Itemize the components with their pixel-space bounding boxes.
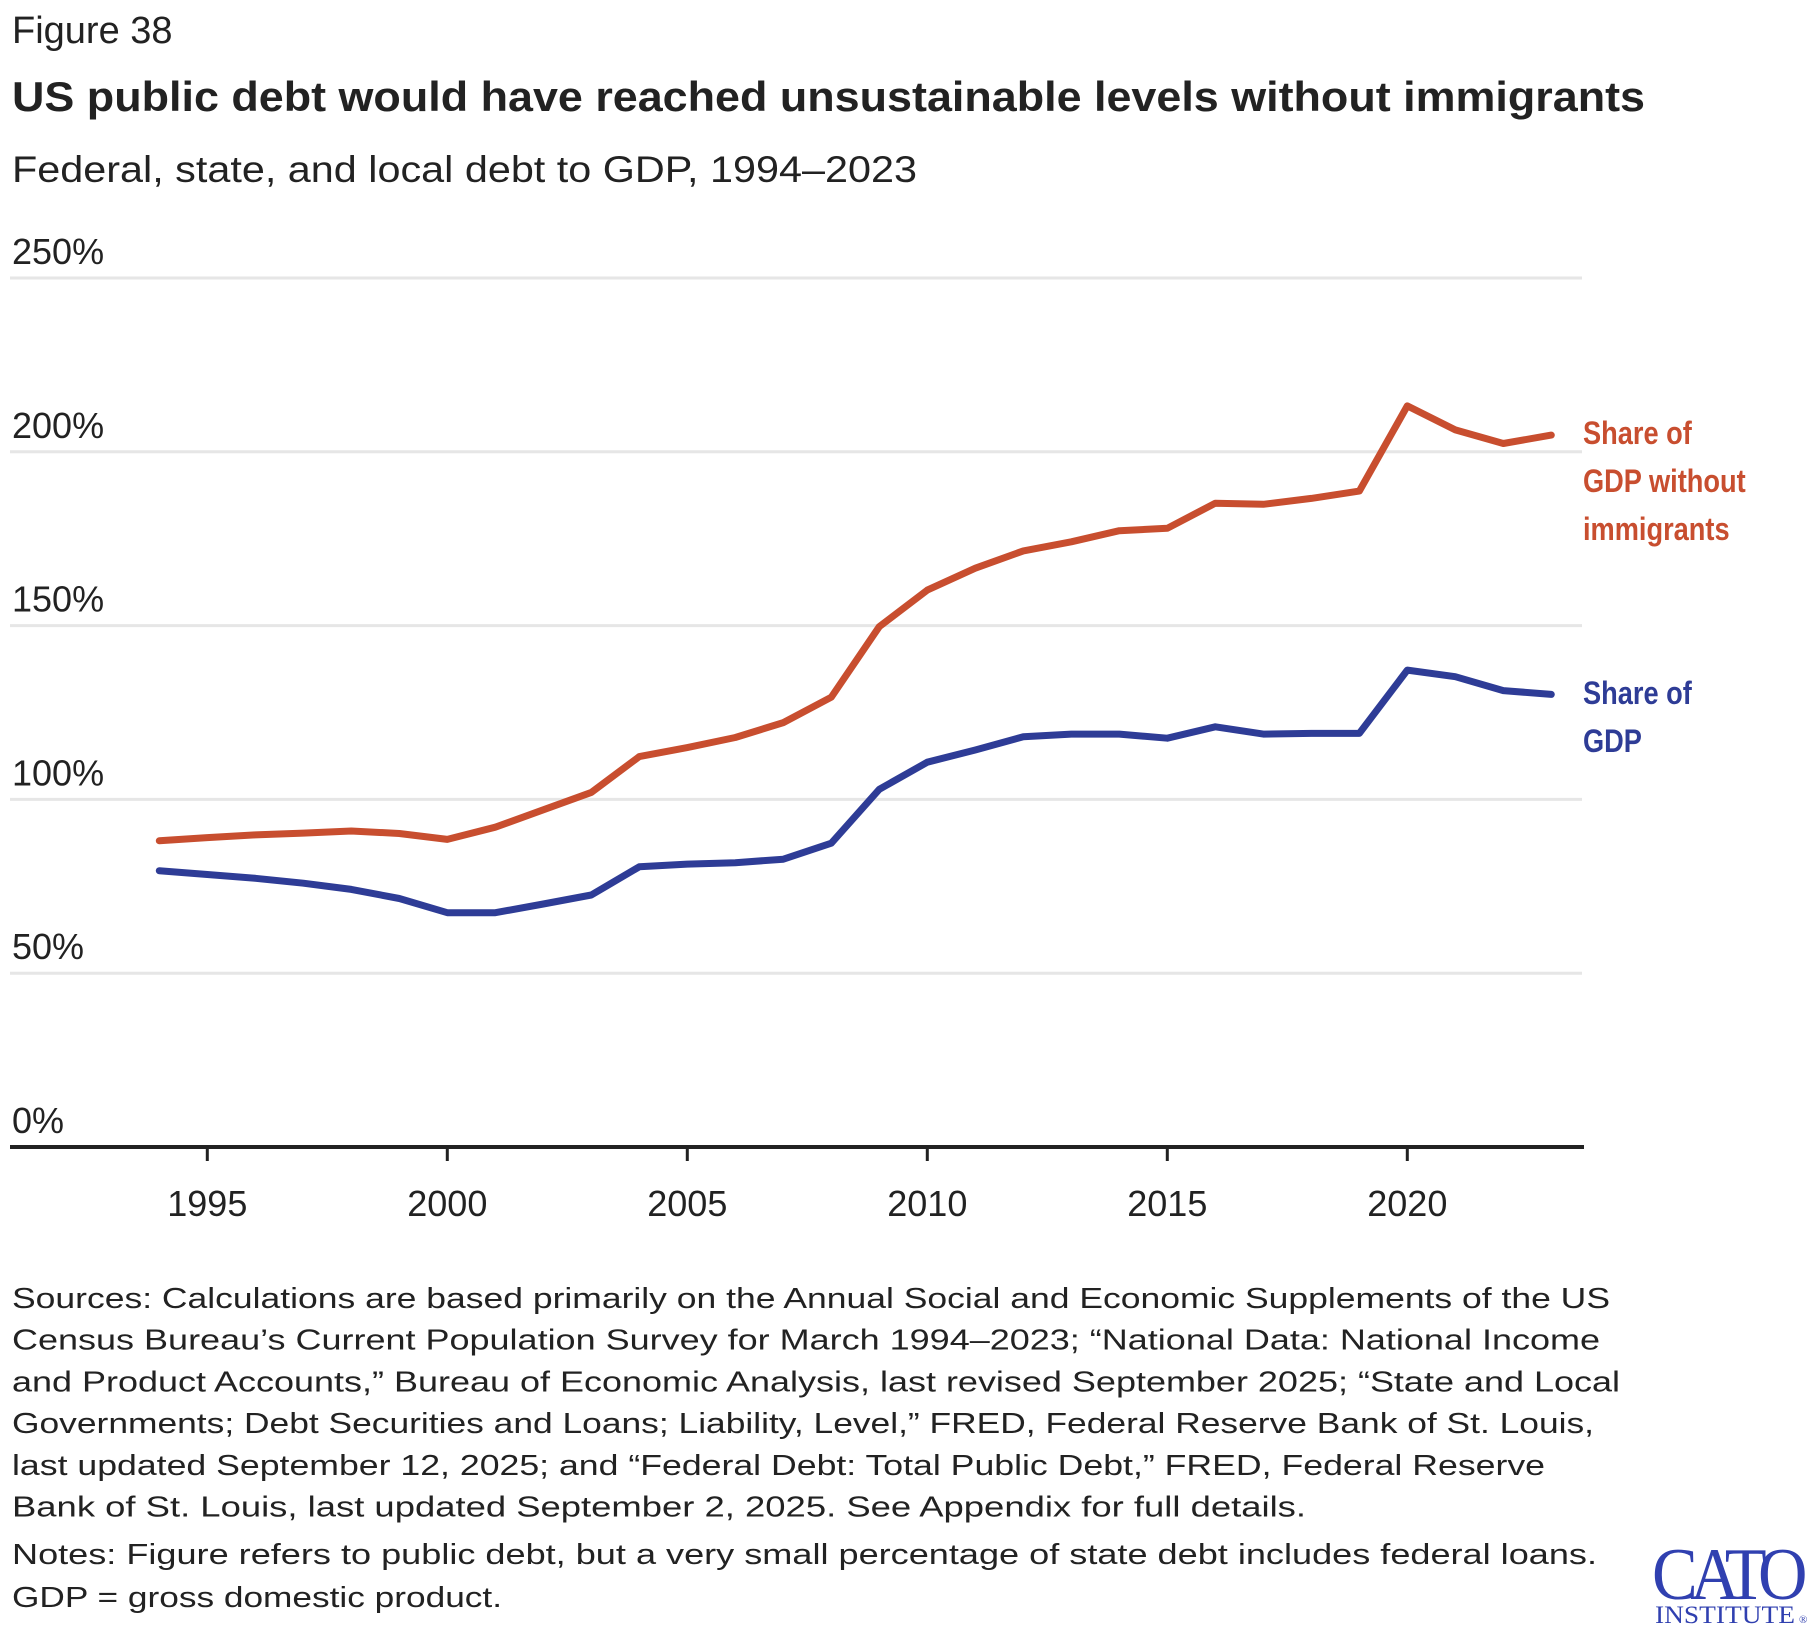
sources-line: Census Bureau’s Current Population Surve… bbox=[12, 1325, 1600, 1357]
sources-line: Bank of St. Louis, last updated Septembe… bbox=[12, 1492, 1306, 1524]
notes-line: GDP = gross domestic product. bbox=[12, 1582, 502, 1614]
y-tick-label: 250% bbox=[12, 231, 104, 272]
y-tick-label: 50% bbox=[12, 926, 84, 967]
series-lines bbox=[155, 402, 1555, 917]
x-tick-label: 2010 bbox=[887, 1183, 967, 1224]
series-line-share-of-gdp bbox=[155, 666, 1555, 917]
chart-subtitle: Federal, state, and local debt to GDP, 1… bbox=[12, 149, 917, 190]
notes-line: Notes: Figure refers to public debt, but… bbox=[12, 1539, 1597, 1571]
sources-note: Sources: Calculations are based primaril… bbox=[12, 1283, 1620, 1524]
cato-institute-logo: CATO INSTITUTE ® bbox=[1652, 1534, 1813, 1629]
registered-mark: ® bbox=[1799, 1614, 1807, 1626]
x-tick-label: 2000 bbox=[407, 1183, 487, 1224]
x-axis-ticks: 1995 2000 2005 2010 2015 2020 bbox=[167, 1147, 1447, 1224]
sources-line: last updated September 12, 2025; and “Fe… bbox=[12, 1450, 1545, 1482]
series-label: Share of bbox=[1583, 415, 1692, 451]
series-label: immigrants bbox=[1583, 511, 1730, 547]
sources-line: and Product Accounts,” Bureau of Economi… bbox=[12, 1366, 1620, 1398]
notes: Notes: Figure refers to public debt, but… bbox=[12, 1539, 1597, 1614]
x-tick-label: 1995 bbox=[167, 1183, 247, 1224]
series-direct-labels: Share of GDP without immigrants Share of GDP bbox=[1583, 415, 1746, 759]
y-tick-label: 100% bbox=[12, 752, 104, 793]
sources-line: Governments; Debt Securities and Loans; … bbox=[12, 1408, 1594, 1440]
y-axis-tick-labels: 0% 50% 100% 150% 200% 250% bbox=[12, 231, 104, 1141]
figure-label: Figure 38 bbox=[12, 10, 173, 52]
logo-wordmark: CATO bbox=[1652, 1534, 1805, 1616]
y-tick-label: 0% bbox=[12, 1100, 64, 1141]
series-line-without-immigrants bbox=[155, 402, 1555, 845]
series-label: GDP without bbox=[1583, 463, 1746, 499]
series-label: GDP bbox=[1583, 723, 1642, 759]
series-label: Share of bbox=[1583, 675, 1692, 711]
gridlines bbox=[10, 276, 1582, 975]
y-tick-label: 150% bbox=[12, 579, 104, 620]
x-tick-label: 2020 bbox=[1367, 1183, 1447, 1224]
chart-title: US public debt would have reached unsust… bbox=[12, 73, 1645, 120]
sources-line: Sources: Calculations are based primaril… bbox=[12, 1283, 1610, 1315]
y-tick-label: 200% bbox=[12, 405, 104, 446]
x-tick-label: 2005 bbox=[647, 1183, 727, 1224]
x-tick-label: 2015 bbox=[1127, 1183, 1207, 1224]
logo-subtitle: INSTITUTE bbox=[1655, 1602, 1795, 1629]
